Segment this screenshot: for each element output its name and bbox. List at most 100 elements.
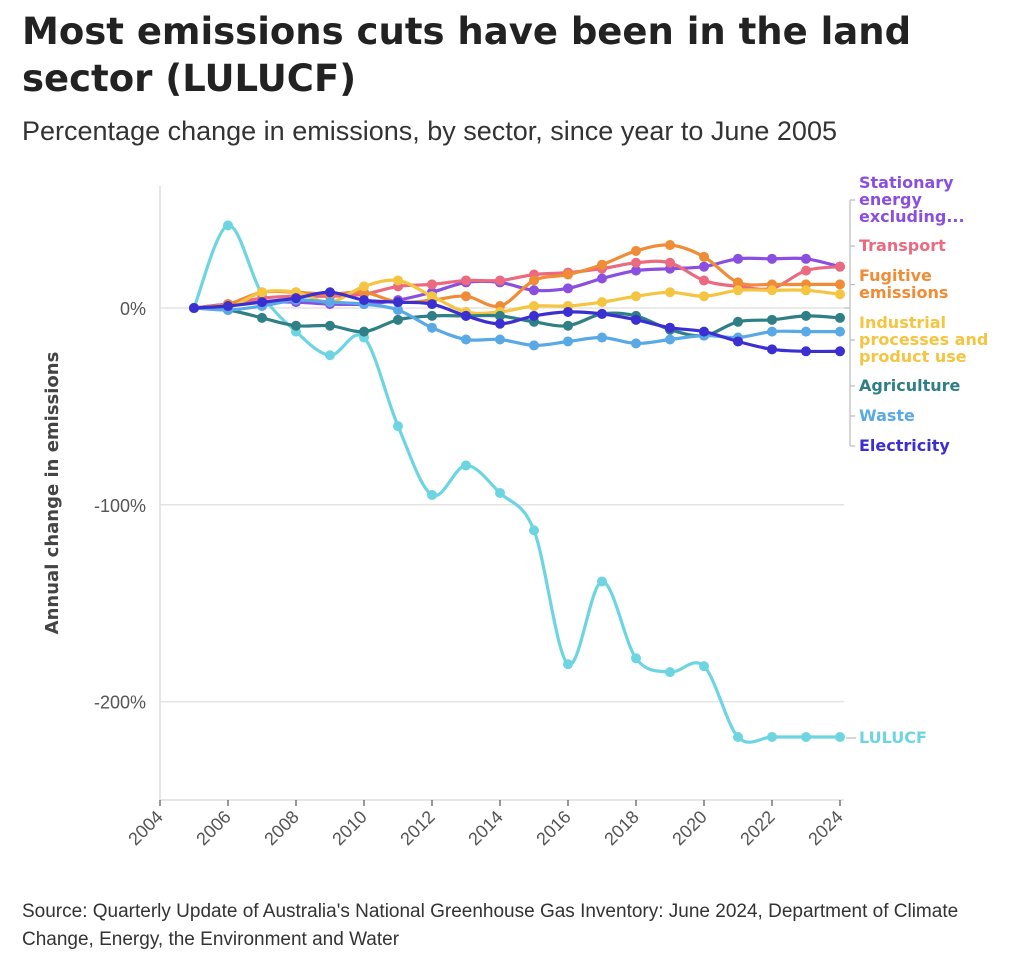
- data-point-industrial-processes-and-product-use[interactable]: [427, 291, 437, 302]
- data-point-fugitive-emissions[interactable]: [563, 269, 573, 280]
- data-point-electricity[interactable]: [495, 318, 505, 329]
- data-point-waste[interactable]: [325, 297, 335, 308]
- data-point-electricity[interactable]: [835, 346, 845, 357]
- data-point-industrial-processes-and-product-use[interactable]: [393, 275, 403, 286]
- data-point-lulucf[interactable]: [733, 732, 743, 743]
- data-point-lulucf[interactable]: [665, 667, 675, 678]
- data-point-agriculture[interactable]: [257, 312, 267, 323]
- data-point-waste[interactable]: [631, 338, 641, 349]
- data-point-agriculture[interactable]: [563, 320, 573, 331]
- data-point-waste[interactable]: [767, 326, 777, 337]
- data-point-fugitive-emissions[interactable]: [665, 240, 675, 251]
- data-point-electricity[interactable]: [461, 310, 471, 321]
- data-point-transport[interactable]: [427, 279, 437, 290]
- data-point-waste[interactable]: [495, 334, 505, 345]
- data-point-waste[interactable]: [835, 326, 845, 337]
- data-point-electricity[interactable]: [427, 299, 437, 310]
- data-point-agriculture[interactable]: [325, 320, 335, 331]
- data-point-lulucf[interactable]: [699, 661, 709, 672]
- data-point-transport[interactable]: [495, 275, 505, 286]
- data-point-fugitive-emissions[interactable]: [631, 245, 641, 256]
- data-point-stationary-energy-excluding[interactable]: [733, 253, 743, 264]
- data-point-electricity[interactable]: [801, 346, 811, 357]
- data-point-lulucf[interactable]: [495, 488, 505, 498]
- data-point-waste[interactable]: [563, 336, 573, 347]
- data-point-industrial-processes-and-product-use[interactable]: [597, 297, 607, 308]
- data-point-waste[interactable]: [461, 334, 471, 345]
- data-point-electricity[interactable]: [529, 310, 539, 321]
- data-point-industrial-processes-and-product-use[interactable]: [631, 291, 641, 302]
- data-point-electricity[interactable]: [325, 287, 335, 298]
- data-point-lulucf[interactable]: [427, 489, 437, 500]
- data-point-industrial-processes-and-product-use[interactable]: [801, 285, 811, 296]
- data-point-lulucf[interactable]: [801, 732, 811, 743]
- data-point-electricity[interactable]: [597, 308, 607, 319]
- data-point-lulucf[interactable]: [835, 732, 845, 743]
- y-tick-label: 0%: [120, 299, 146, 319]
- data-point-waste[interactable]: [529, 340, 539, 351]
- data-point-agriculture[interactable]: [291, 320, 301, 331]
- data-point-transport[interactable]: [631, 257, 641, 268]
- data-point-electricity[interactable]: [767, 344, 777, 355]
- data-point-industrial-processes-and-product-use[interactable]: [257, 287, 267, 298]
- data-point-industrial-processes-and-product-use[interactable]: [733, 285, 743, 296]
- data-point-fugitive-emissions[interactable]: [699, 251, 709, 262]
- data-point-electricity[interactable]: [257, 297, 267, 308]
- data-point-electricity[interactable]: [189, 303, 199, 314]
- data-point-electricity[interactable]: [223, 301, 233, 312]
- data-point-industrial-processes-and-product-use[interactable]: [359, 281, 369, 292]
- data-point-waste[interactable]: [427, 322, 437, 333]
- data-point-transport[interactable]: [835, 261, 845, 272]
- data-point-industrial-processes-and-product-use[interactable]: [665, 287, 675, 298]
- data-point-transport[interactable]: [801, 265, 811, 276]
- data-point-stationary-energy-excluding[interactable]: [597, 273, 607, 284]
- data-point-fugitive-emissions[interactable]: [461, 291, 471, 302]
- data-point-industrial-processes-and-product-use[interactable]: [767, 285, 777, 296]
- data-point-agriculture[interactable]: [495, 310, 505, 321]
- data-point-lulucf[interactable]: [563, 659, 573, 670]
- data-point-stationary-energy-excluding[interactable]: [767, 253, 777, 264]
- data-point-stationary-energy-excluding[interactable]: [529, 285, 539, 296]
- data-point-fugitive-emissions[interactable]: [529, 275, 539, 286]
- data-point-lulucf[interactable]: [767, 732, 777, 743]
- data-point-agriculture[interactable]: [359, 326, 369, 337]
- data-point-stationary-energy-excluding[interactable]: [631, 265, 641, 276]
- data-point-lulucf[interactable]: [461, 460, 471, 471]
- data-point-agriculture[interactable]: [835, 312, 845, 323]
- data-point-lulucf[interactable]: [529, 525, 539, 536]
- data-point-industrial-processes-and-product-use[interactable]: [835, 289, 845, 300]
- data-point-fugitive-emissions[interactable]: [835, 279, 845, 290]
- data-point-waste[interactable]: [393, 304, 403, 315]
- data-point-waste[interactable]: [665, 334, 675, 345]
- data-point-lulucf[interactable]: [223, 220, 233, 231]
- data-point-agriculture[interactable]: [733, 316, 743, 327]
- data-point-lulucf[interactable]: [393, 421, 403, 432]
- data-point-electricity[interactable]: [291, 293, 301, 304]
- data-point-electricity[interactable]: [393, 297, 403, 308]
- data-point-lulucf[interactable]: [325, 350, 335, 361]
- data-point-industrial-processes-and-product-use[interactable]: [699, 291, 709, 302]
- data-point-fugitive-emissions[interactable]: [597, 259, 607, 270]
- data-point-fugitive-emissions[interactable]: [733, 277, 743, 288]
- data-point-waste[interactable]: [597, 332, 607, 343]
- data-point-industrial-processes-and-product-use[interactable]: [529, 301, 539, 312]
- data-point-agriculture[interactable]: [427, 310, 437, 321]
- data-point-stationary-energy-excluding[interactable]: [699, 261, 709, 272]
- data-point-agriculture[interactable]: [767, 314, 777, 325]
- data-point-agriculture[interactable]: [393, 314, 403, 325]
- data-point-agriculture[interactable]: [801, 310, 811, 321]
- data-point-electricity[interactable]: [563, 306, 573, 317]
- data-point-waste[interactable]: [801, 326, 811, 337]
- data-point-electricity[interactable]: [699, 326, 709, 337]
- data-point-electricity[interactable]: [733, 336, 743, 347]
- data-point-electricity[interactable]: [665, 322, 675, 333]
- data-point-lulucf[interactable]: [597, 576, 607, 587]
- data-point-stationary-energy-excluding[interactable]: [801, 253, 811, 264]
- data-point-stationary-energy-excluding[interactable]: [563, 283, 573, 294]
- data-point-transport[interactable]: [699, 275, 709, 286]
- data-point-lulucf[interactable]: [631, 653, 641, 664]
- data-point-transport[interactable]: [461, 275, 471, 286]
- data-point-electricity[interactable]: [631, 314, 641, 325]
- data-point-electricity[interactable]: [359, 295, 369, 306]
- data-point-transport[interactable]: [665, 257, 675, 268]
